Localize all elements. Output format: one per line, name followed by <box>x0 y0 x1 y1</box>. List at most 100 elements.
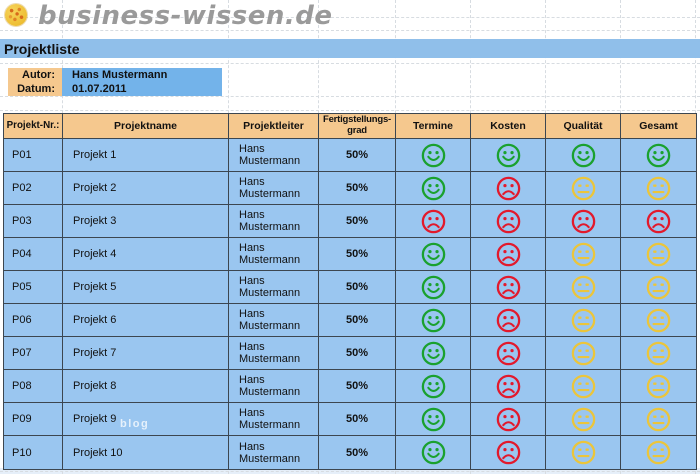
cell-fertigstellungsgrad[interactable]: 50% <box>319 436 396 469</box>
cell-kosten[interactable] <box>471 304 546 336</box>
cell-gesamt[interactable] <box>621 139 696 171</box>
cell-termine[interactable] <box>396 271 471 303</box>
cell-termine[interactable] <box>396 337 471 369</box>
cell-fertigstellungsgrad[interactable]: 50% <box>319 139 396 171</box>
cell-fertigstellungsgrad[interactable]: 50% <box>319 172 396 204</box>
cell-projektleiter[interactable]: Hans Mustermann <box>229 436 319 469</box>
cell-projektname[interactable]: Projekt 8 <box>63 370 229 402</box>
smiley-medium-icon <box>571 275 595 299</box>
cell-gesamt[interactable] <box>621 205 696 237</box>
cell-qualitaet[interactable] <box>546 172 621 204</box>
cell-termine[interactable] <box>396 139 471 171</box>
cell-kosten[interactable] <box>471 337 546 369</box>
cell-projektname[interactable]: Projekt 7 <box>63 337 229 369</box>
brand-title: business-wissen.de <box>38 1 333 31</box>
cell-projektname[interactable]: Projekt 6 <box>63 304 229 336</box>
cell-qualitaet[interactable] <box>546 271 621 303</box>
smiley-bad-icon <box>496 176 520 200</box>
cell-qualitaet[interactable] <box>546 205 621 237</box>
cell-projektname[interactable]: Projekt 5 <box>63 271 229 303</box>
smiley-bad-icon <box>496 407 520 431</box>
cell-projektleiter[interactable]: Hans Mustermann <box>229 238 319 270</box>
cell-fertigstellungsgrad[interactable]: 50% <box>319 403 396 435</box>
cell-gesamt[interactable] <box>621 304 696 336</box>
cell-nr[interactable]: P02 <box>4 172 63 204</box>
cell-kosten[interactable] <box>471 403 546 435</box>
cell-termine[interactable] <box>396 436 471 469</box>
cell-qualitaet[interactable] <box>546 436 621 469</box>
cell-projektname[interactable]: Projekt 9 <box>63 403 229 435</box>
table-row: P08 Projekt 8 Hans Mustermann 50% <box>4 370 696 403</box>
cell-fertigstellungsgrad[interactable]: 50% <box>319 238 396 270</box>
cell-projektleiter[interactable]: Hans Mustermann <box>229 139 319 171</box>
cell-projektname[interactable]: Projekt 3 <box>63 205 229 237</box>
brand-header: business-wissen.de <box>0 0 700 32</box>
author-value[interactable]: Hans Mustermann <box>62 68 222 82</box>
cell-qualitaet[interactable] <box>546 403 621 435</box>
cell-projektleiter[interactable]: Hans Mustermann <box>229 172 319 204</box>
cell-gesamt[interactable] <box>621 271 696 303</box>
cell-termine[interactable] <box>396 205 471 237</box>
cell-termine[interactable] <box>396 370 471 402</box>
cell-kosten[interactable] <box>471 238 546 270</box>
cell-nr[interactable]: P10 <box>4 436 63 469</box>
cell-gesamt[interactable] <box>621 337 696 369</box>
date-value[interactable]: 01.07.2011 <box>62 82 222 96</box>
cell-kosten[interactable] <box>471 436 546 469</box>
cell-kosten[interactable] <box>471 139 546 171</box>
smiley-good-icon <box>421 440 445 465</box>
cell-projektleiter[interactable]: Hans Mustermann <box>229 205 319 237</box>
cell-kosten[interactable] <box>471 370 546 402</box>
cell-projektleiter[interactable]: Hans Mustermann <box>229 370 319 402</box>
smiley-good-icon <box>421 242 445 266</box>
cell-projektname[interactable]: Projekt 10 <box>63 436 229 469</box>
cell-termine[interactable] <box>396 172 471 204</box>
cell-gesamt[interactable] <box>621 436 696 469</box>
cell-nr[interactable]: P05 <box>4 271 63 303</box>
cell-nr[interactable]: P03 <box>4 205 63 237</box>
smiley-good-icon <box>421 308 445 332</box>
header-qualitaet: Qualität <box>546 114 621 138</box>
cell-fertigstellungsgrad[interactable]: 50% <box>319 370 396 402</box>
cell-termine[interactable] <box>396 403 471 435</box>
cell-gesamt[interactable] <box>621 172 696 204</box>
cell-projektname[interactable]: Projekt 4 <box>63 238 229 270</box>
cell-gesamt[interactable] <box>621 370 696 402</box>
cell-kosten[interactable] <box>471 205 546 237</box>
cell-nr[interactable]: P01 <box>4 139 63 171</box>
cell-fertigstellungsgrad[interactable]: 50% <box>319 304 396 336</box>
cell-projektleiter[interactable]: Hans Mustermann <box>229 403 319 435</box>
cell-fertigstellungsgrad[interactable]: 50% <box>319 271 396 303</box>
cell-kosten[interactable] <box>471 172 546 204</box>
cell-qualitaet[interactable] <box>546 370 621 402</box>
gridline-h <box>0 471 700 472</box>
cell-projektname[interactable]: Projekt 2 <box>63 172 229 204</box>
header-projektname: Projektname <box>63 114 229 138</box>
cell-termine[interactable] <box>396 238 471 270</box>
cell-qualitaet[interactable] <box>546 238 621 270</box>
cell-gesamt[interactable] <box>621 403 696 435</box>
cell-projektleiter[interactable]: Hans Mustermann <box>229 304 319 336</box>
cell-kosten[interactable] <box>471 271 546 303</box>
header-projekt-nr: Projekt-Nr.: <box>4 114 63 138</box>
smiley-medium-icon <box>571 440 595 465</box>
cell-fertigstellungsgrad[interactable]: 50% <box>319 337 396 369</box>
cell-termine[interactable] <box>396 304 471 336</box>
table-row: P07 Projekt 7 Hans Mustermann 50% <box>4 337 696 370</box>
cell-nr[interactable]: P04 <box>4 238 63 270</box>
cell-qualitaet[interactable] <box>546 304 621 336</box>
gridline-h <box>0 63 700 64</box>
cell-fertigstellungsgrad[interactable]: 50% <box>319 205 396 237</box>
cell-qualitaet[interactable] <box>546 337 621 369</box>
cell-nr[interactable]: P09 <box>4 403 63 435</box>
smiley-bad-icon <box>646 209 671 233</box>
cell-projektleiter[interactable]: Hans Mustermann <box>229 271 319 303</box>
cell-nr[interactable]: P08 <box>4 370 63 402</box>
cell-qualitaet[interactable] <box>546 139 621 171</box>
table-row: P10 Projekt 10 Hans Mustermann 50% <box>4 436 696 469</box>
cell-projektname[interactable]: Projekt 1 <box>63 139 229 171</box>
cell-nr[interactable]: P06 <box>4 304 63 336</box>
cell-projektleiter[interactable]: Hans Mustermann <box>229 337 319 369</box>
cell-nr[interactable]: P07 <box>4 337 63 369</box>
cell-gesamt[interactable] <box>621 238 696 270</box>
